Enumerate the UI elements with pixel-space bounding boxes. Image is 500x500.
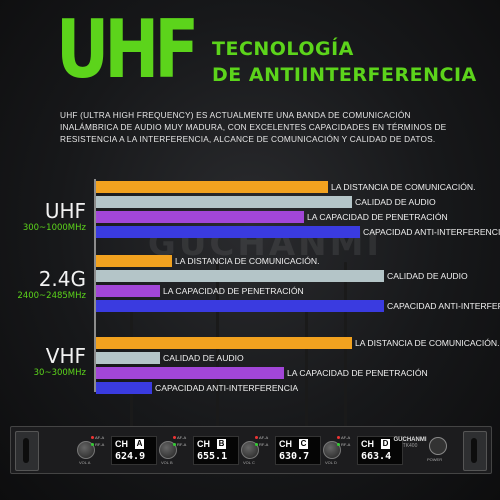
- channel-display: CH A 624.9: [111, 436, 157, 465]
- bar-vhf-2: [96, 367, 284, 379]
- model-name: TK400: [402, 443, 418, 449]
- band-label-uhf: UHF 300~1000MHz: [0, 200, 86, 234]
- bar-uhf-3: [96, 226, 360, 238]
- channel-b: AF-A RF-A VOL B CH B 655.1: [151, 433, 239, 467]
- channel-d: AF-A RF-A VOL D CH D 663.4: [315, 433, 403, 467]
- rf-indicator: RF-A: [173, 442, 186, 447]
- bar-label: LA DISTANCIA DE COMUNICACIÓN.: [331, 182, 476, 192]
- vol-label: VOL C: [243, 460, 255, 465]
- rf-indicator: RF-A: [91, 442, 104, 447]
- vol-label: VOL A: [79, 460, 91, 465]
- bar-label: CALIDAD DE AUDIO: [387, 271, 468, 281]
- channel-a: AF-A RF-A VOL A CH A 624.9: [69, 433, 157, 467]
- antenna-3: [305, 300, 308, 430]
- channel-display: CH C 630.7: [275, 436, 321, 465]
- channel-display: CH D 663.4: [357, 436, 403, 465]
- subtitle-line-2: DE ANTIINTERFERENCIA: [212, 64, 477, 86]
- channel-letter: D: [381, 439, 390, 449]
- band-name: 2.4G: [38, 267, 86, 291]
- channel-c: AF-A RF-A VOL C CH C 630.7: [233, 433, 321, 467]
- description-text: UHF (ULTRA HIGH FREQUENCY) ES ACTUALMENT…: [60, 110, 447, 144]
- vol-label: VOL B: [161, 460, 173, 465]
- chart-axis: [94, 179, 96, 392]
- vol-label: VOL D: [325, 460, 337, 465]
- volume-knob[interactable]: [241, 441, 259, 459]
- af-indicator: AF-A: [255, 435, 268, 440]
- band-name: UHF: [44, 199, 86, 223]
- rf-indicator: RF-A: [255, 442, 268, 447]
- channel-frequency: 655.1: [197, 451, 228, 462]
- bar-24g-3: [96, 300, 384, 312]
- subtitle-line-1: TECNOLOGÍA: [212, 38, 354, 60]
- bar-uhf-0: [96, 181, 328, 193]
- channel-frequency: 624.9: [115, 451, 146, 462]
- channel-label: CH: [115, 439, 128, 449]
- bar-label: LA CAPACIDAD DE PENETRACIÓN: [287, 368, 428, 378]
- brand-name: GUCHANMI: [393, 437, 427, 443]
- band-label-vhf: VHF 30~300MHz: [0, 345, 86, 379]
- rack-ear-right: [463, 431, 487, 471]
- power-label: POWER: [427, 457, 443, 462]
- volume-knob[interactable]: [159, 441, 177, 459]
- bar-label: LA DISTANCIA DE COMUNICACIÓN.: [175, 256, 320, 266]
- bar-label: CAPACIDAD ANTI-INTERFERENCIA: [155, 383, 298, 393]
- bar-24g-0: [96, 255, 172, 267]
- bar-24g-1: [96, 270, 384, 282]
- rf-indicator: RF-A: [337, 442, 350, 447]
- channel-letter: B: [217, 439, 226, 449]
- band-range: 300~1000MHz: [22, 223, 86, 233]
- channel-label: CH: [197, 439, 210, 449]
- channel-display: CH B 655.1: [193, 436, 239, 465]
- channel-letter: A: [135, 439, 144, 449]
- bar-label: LA DISTANCIA DE COMUNICACIÓN.: [355, 338, 500, 348]
- hero-title: UHF: [56, 3, 199, 96]
- antenna-1: [130, 300, 133, 430]
- band-range: 30~300MHz: [33, 368, 86, 378]
- bar-vhf-1: [96, 352, 160, 364]
- channel-label: CH: [361, 439, 374, 449]
- channel-label: CH: [279, 439, 292, 449]
- af-indicator: AF-A: [91, 435, 104, 440]
- af-indicator: AF-A: [173, 435, 186, 440]
- bar-label: CAPACIDAD ANTI-INTERFERENCIA: [387, 301, 500, 311]
- power-button[interactable]: [429, 437, 447, 455]
- bar-label: LA CAPACIDAD DE PENETRACIÓN: [307, 212, 448, 222]
- volume-knob[interactable]: [323, 441, 341, 459]
- volume-knob[interactable]: [77, 441, 95, 459]
- channel-letter: C: [299, 439, 308, 449]
- channel-frequency: 630.7: [279, 451, 310, 462]
- bar-24g-2: [96, 285, 160, 297]
- bar-label: LA CAPACIDAD DE PENETRACIÓN: [163, 286, 304, 296]
- band-name: VHF: [45, 344, 86, 368]
- bar-uhf-2: [96, 211, 304, 223]
- bar-vhf-0: [96, 337, 352, 349]
- af-indicator: AF-A: [337, 435, 350, 440]
- channel-frequency: 663.4: [361, 451, 392, 462]
- band-range: 2400~2485MHz: [17, 291, 86, 301]
- bar-label: CAPACIDAD ANTI-INTERFERENCIA: [363, 227, 500, 237]
- bar-label: CALIDAD DE AUDIO: [163, 353, 244, 363]
- band-label-24g: 2.4G 2400~2485MHz: [0, 268, 86, 302]
- receiver-unit: AF-A RF-A VOL A CH A 624.9 AF-A RF-A VOL B CH B 655…: [10, 426, 492, 474]
- rack-ear-left: [15, 431, 39, 471]
- bar-uhf-1: [96, 196, 352, 208]
- bar-vhf-3: [96, 382, 152, 394]
- brand-logo: GUCHANMI TK400: [389, 437, 431, 449]
- bar-label: CALIDAD DE AUDIO: [355, 197, 436, 207]
